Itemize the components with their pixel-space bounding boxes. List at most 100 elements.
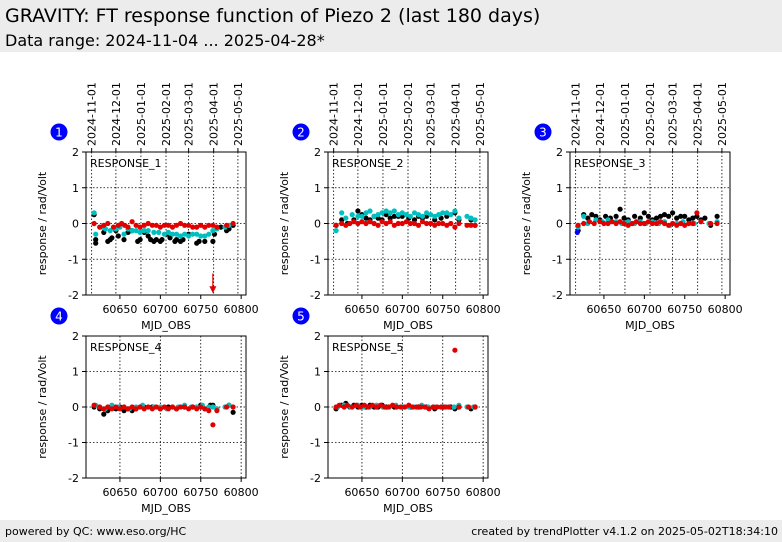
x-tick-label: 60700 bbox=[143, 486, 178, 499]
x-tick-label: 60650 bbox=[102, 303, 137, 316]
y-tick-label: 1 bbox=[72, 366, 79, 379]
data-point bbox=[186, 233, 192, 239]
data-point bbox=[714, 220, 720, 227]
data-point bbox=[107, 228, 113, 234]
data-point bbox=[371, 213, 377, 219]
date-tick-label: 2025-02-01 bbox=[402, 82, 415, 146]
data-point bbox=[159, 237, 165, 243]
data-point bbox=[625, 219, 631, 225]
data-point bbox=[682, 213, 688, 219]
data-point bbox=[165, 406, 171, 412]
data-point bbox=[452, 347, 458, 353]
data-point bbox=[402, 404, 408, 410]
panel-number: 4 bbox=[55, 310, 63, 324]
y-tick-label: 2 bbox=[314, 146, 321, 159]
y-tick-label: -1 bbox=[552, 253, 563, 266]
date-tick-label: 2024-11-01 bbox=[328, 82, 341, 146]
data-point bbox=[367, 219, 373, 225]
data-point bbox=[355, 220, 361, 227]
data-point bbox=[702, 215, 708, 221]
data-point bbox=[472, 217, 478, 223]
data-point bbox=[349, 212, 355, 218]
data-point bbox=[359, 213, 365, 219]
x-tick-label: 60750 bbox=[183, 486, 218, 499]
data-point bbox=[379, 219, 385, 225]
data-point bbox=[674, 215, 680, 221]
data-point bbox=[375, 212, 381, 218]
data-point bbox=[367, 208, 373, 214]
y-tick-label: -1 bbox=[310, 253, 321, 266]
data-point bbox=[230, 404, 236, 410]
page-title: GRAVITY: FT response function of Piezo 2… bbox=[5, 5, 541, 27]
data-point bbox=[153, 222, 159, 228]
x-tick-label: 60750 bbox=[425, 303, 460, 316]
y-tick-label: 1 bbox=[556, 182, 563, 195]
data-point bbox=[97, 224, 103, 230]
data-point bbox=[186, 222, 192, 228]
data-point bbox=[657, 219, 664, 225]
data-point bbox=[202, 238, 208, 244]
data-point bbox=[145, 404, 151, 410]
data-point bbox=[466, 404, 472, 410]
data-point bbox=[339, 220, 345, 227]
panel-label: RESPONSE_4 bbox=[90, 341, 162, 354]
data-point bbox=[428, 220, 434, 227]
data-point bbox=[97, 404, 103, 410]
data-point bbox=[670, 210, 676, 216]
data-point bbox=[666, 213, 672, 219]
date-tick-label: 2025-03-01 bbox=[667, 82, 680, 146]
data-point bbox=[210, 422, 216, 428]
data-point bbox=[206, 222, 212, 228]
data-point bbox=[363, 210, 369, 216]
data-point bbox=[415, 222, 422, 228]
data-point bbox=[690, 220, 696, 227]
data-point bbox=[333, 228, 339, 234]
footer-bar: powered by QC: www.eso.org/HC created by… bbox=[0, 520, 782, 542]
date-tick-label: 2025-02-01 bbox=[644, 82, 657, 146]
data-point bbox=[141, 222, 147, 228]
data-point bbox=[177, 233, 184, 239]
data-point bbox=[609, 219, 615, 225]
data-point bbox=[224, 222, 230, 228]
page-subtitle: Data range: 2024-11-04 ... 2025-04-28* bbox=[5, 31, 325, 50]
data-point bbox=[621, 220, 627, 227]
data-point bbox=[407, 220, 413, 227]
data-point bbox=[133, 222, 139, 228]
data-point bbox=[359, 219, 365, 225]
panel-number: 5 bbox=[297, 310, 305, 324]
data-point bbox=[424, 210, 430, 216]
panel-label: RESPONSE_3 bbox=[574, 157, 646, 170]
data-point bbox=[156, 229, 162, 235]
data-point bbox=[645, 213, 652, 219]
x-tick-label: 60750 bbox=[183, 303, 218, 316]
data-point bbox=[125, 224, 131, 230]
x-tick-label: 60750 bbox=[425, 486, 460, 499]
y-axis-label: response / rad/Volt bbox=[278, 171, 291, 275]
data-point bbox=[649, 220, 656, 227]
data-point bbox=[109, 235, 115, 241]
data-point bbox=[399, 220, 405, 227]
date-tick-label: 2025-04-01 bbox=[208, 82, 221, 146]
data-point bbox=[109, 402, 115, 408]
data-point bbox=[206, 231, 212, 237]
data-point bbox=[333, 222, 339, 228]
data-point bbox=[714, 213, 720, 219]
data-point bbox=[414, 404, 420, 410]
data-point bbox=[418, 404, 424, 410]
data-point bbox=[363, 215, 369, 221]
x-axis-label: MJD_OBS bbox=[141, 319, 191, 332]
x-tick-label: 60650 bbox=[102, 486, 137, 499]
data-point bbox=[173, 222, 180, 228]
data-point bbox=[91, 402, 97, 408]
data-point bbox=[194, 231, 200, 237]
y-tick-label: 1 bbox=[314, 366, 321, 379]
y-axis-label: response / rad/Volt bbox=[36, 171, 49, 275]
data-point bbox=[424, 220, 430, 227]
data-point bbox=[343, 215, 349, 221]
x-tick-label: 60750 bbox=[667, 303, 702, 316]
header-bar: GRAVITY: FT response function of Piezo 2… bbox=[0, 0, 782, 52]
data-point bbox=[641, 210, 647, 216]
y-axis-label: response / rad/Volt bbox=[36, 355, 49, 459]
date-tick-label: 2025-03-01 bbox=[425, 82, 438, 146]
data-point bbox=[406, 402, 412, 408]
